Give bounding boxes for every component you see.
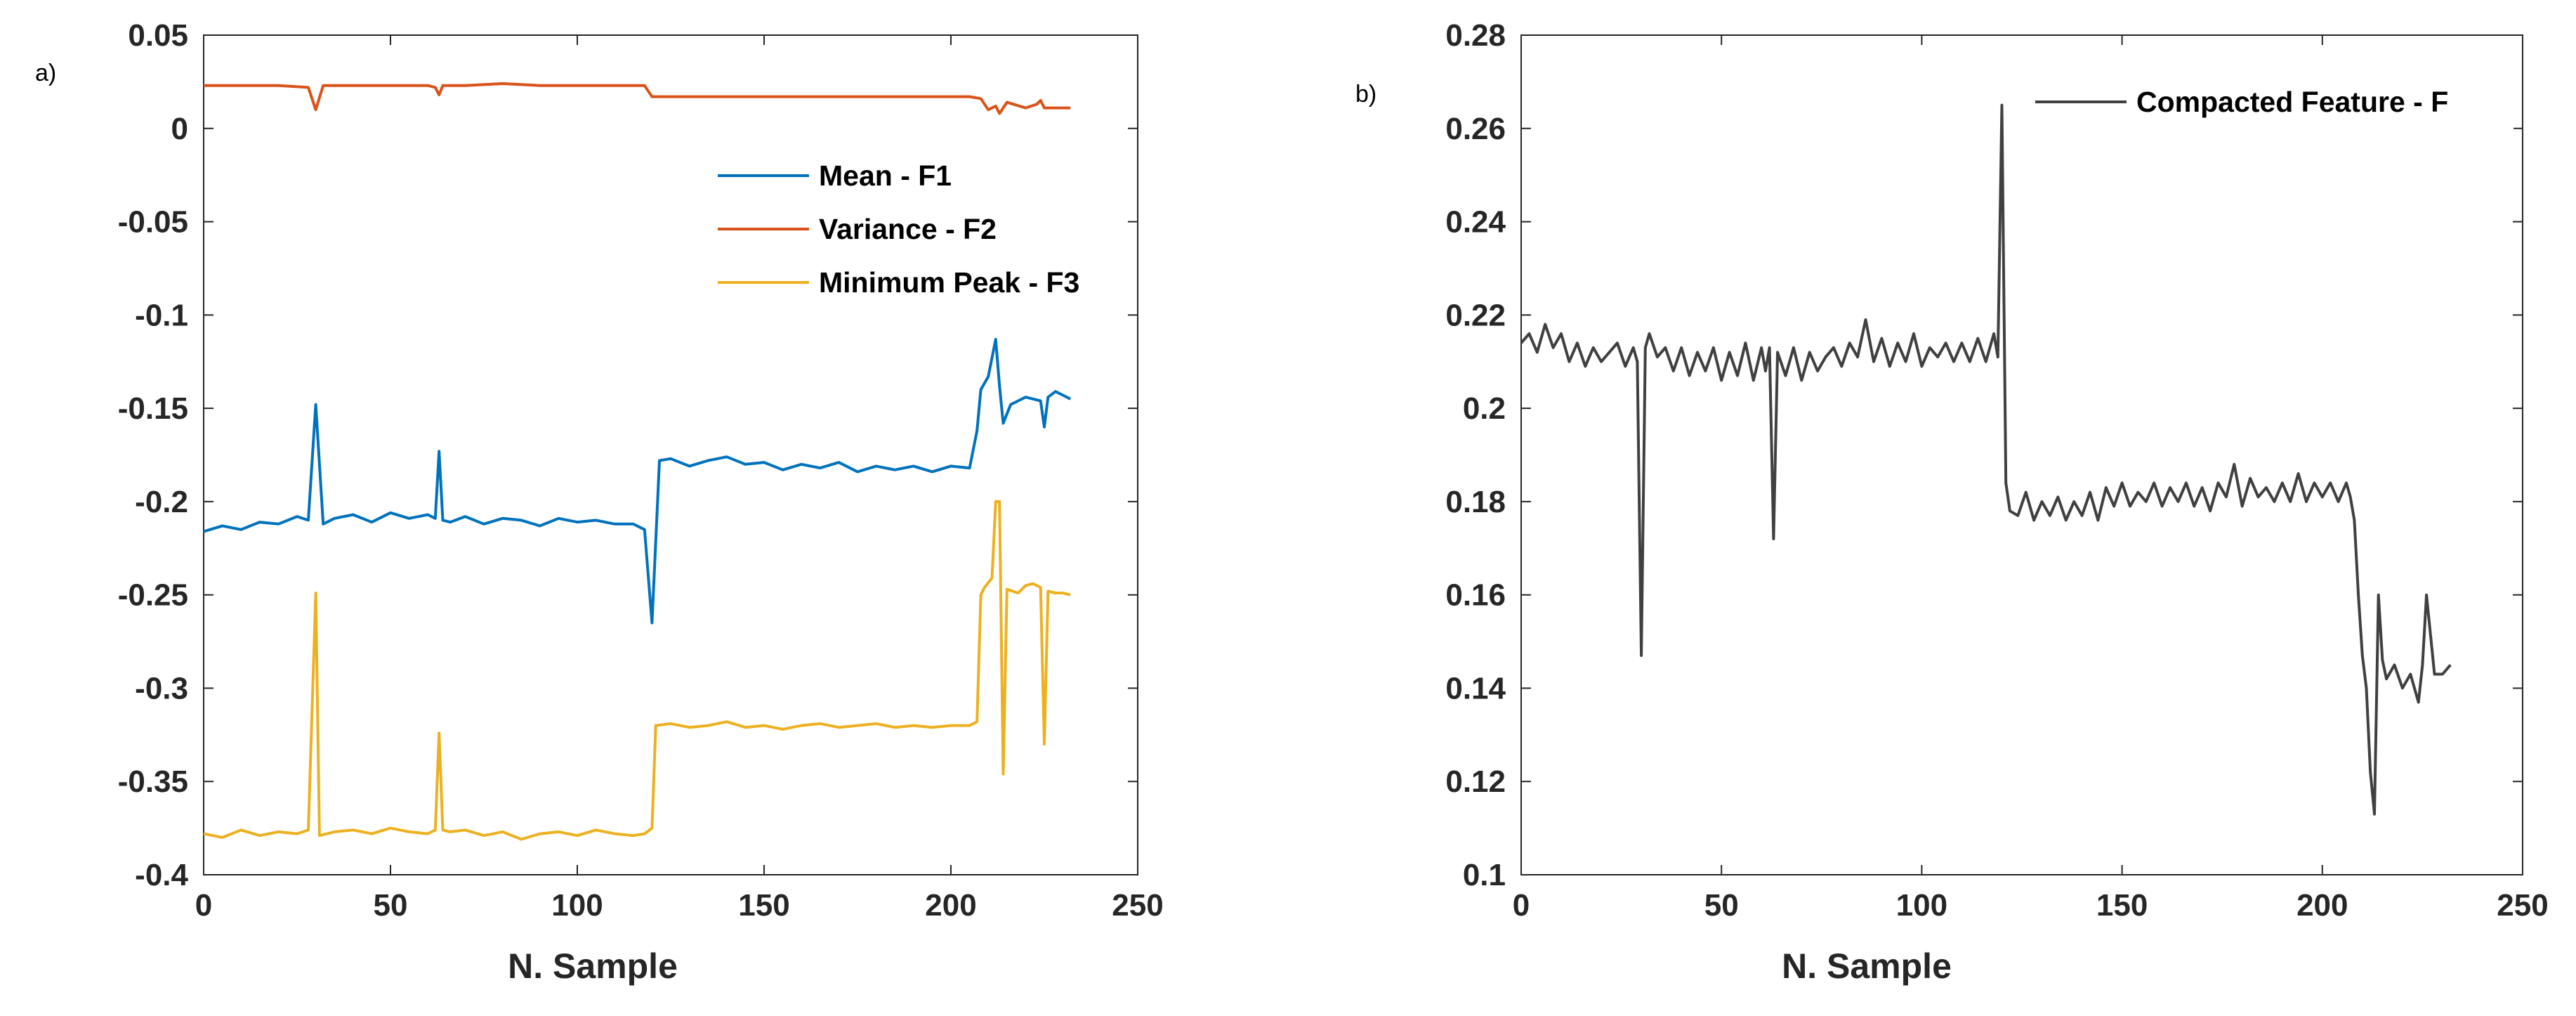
panel-label-a: a)	[35, 60, 56, 86]
y-tick-label: -0.05	[118, 205, 188, 240]
panel-label-b: b)	[1355, 81, 1376, 108]
x-tick-label: 150	[2096, 888, 2148, 923]
x-tick-label: 200	[2296, 888, 2348, 923]
y-tick-label: 0.28	[1445, 18, 1506, 53]
legend-label-compacted-feature-f: Compacted Feature - F	[2136, 86, 2448, 118]
y-tick-label: 0.2	[1463, 391, 1506, 426]
x-axis-label-a: N. Sample	[508, 946, 678, 986]
x-tick-label: 100	[551, 888, 603, 923]
legend-b: Compacted Feature - F	[2020, 75, 2513, 140]
tick-labels-b: 0 50 100 150 200 250 0.28 0.26 0.24 0.22 0.2 0.18 0.…	[1445, 18, 2548, 923]
x-tick-label: 100	[1896, 888, 1947, 923]
legend-label-variance-f2: Variance - F2	[819, 213, 997, 245]
y-tick-label: 0.14	[1445, 671, 1506, 705]
series-line-variance-f2	[204, 82, 1071, 115]
legend-a: Mean - F1 Variance - F2 Minimum Peak - F3	[703, 148, 1124, 325]
chart-panel-a: a) 0 50 100 150 200 250 0.05 0 -0.05 -0.1 -0.15 -0.…	[35, 18, 1164, 986]
x-tick-label: 150	[738, 888, 789, 923]
series-line-mean-f1	[203, 337, 1072, 625]
x-tick-label: 0	[1513, 888, 1530, 923]
x-tick-label: 0	[195, 888, 212, 923]
x-axis-label-b: N. Sample	[1782, 946, 1952, 986]
x-tick-label: 50	[1704, 888, 1739, 923]
y-tick-label: 0.22	[1445, 298, 1506, 332]
y-tick-label: -0.15	[118, 391, 188, 426]
y-tick-label: 0.26	[1445, 112, 1506, 146]
y-tick-label: -0.4	[135, 858, 188, 892]
axes-box-a	[203, 34, 1138, 875]
x-tick-label: 50	[374, 888, 408, 923]
plot-area-b	[1520, 34, 2523, 875]
series-line-minimum-peak-f3	[203, 500, 1071, 841]
y-tick-label: 0.16	[1445, 578, 1506, 613]
y-tick-label: 0.12	[1445, 764, 1506, 799]
x-tick-label: 250	[2497, 888, 2548, 923]
legend-box	[703, 148, 1124, 325]
plot-area-a	[203, 34, 1138, 875]
legend-label-minimum-peak-f3: Minimum Peak - F3	[819, 266, 1079, 299]
chart-panel-b: b) 0 50 100 150 200 250 0.28 0.26 0.24 0.22 0.2 0.1…	[1355, 18, 2549, 986]
series-line-compacted-feature-f	[1520, 103, 2452, 816]
y-tick-label: 0.05	[128, 18, 188, 53]
y-tick-label: -0.35	[118, 764, 188, 799]
x-tick-label: 200	[925, 888, 976, 923]
y-tick-label: 0.1	[1463, 858, 1506, 892]
axes-box-b	[1520, 34, 2523, 875]
y-tick-label: 0	[171, 112, 188, 146]
y-tick-label: -0.25	[118, 578, 188, 613]
y-tick-label: -0.2	[135, 485, 188, 519]
tick-labels-a: 0 50 100 150 200 250 0.05 0 -0.05 -0.1 -0.15 -0.2 -0…	[118, 18, 1164, 923]
y-tick-label: 0.24	[1445, 205, 1506, 240]
y-tick-label: -0.3	[135, 671, 188, 705]
y-tick-label: -0.1	[135, 298, 188, 332]
y-tick-label: 0.18	[1445, 485, 1506, 519]
legend-box	[2020, 75, 2513, 140]
x-tick-label: 250	[1112, 888, 1163, 923]
legend-label-mean-f1: Mean - F1	[819, 159, 952, 192]
